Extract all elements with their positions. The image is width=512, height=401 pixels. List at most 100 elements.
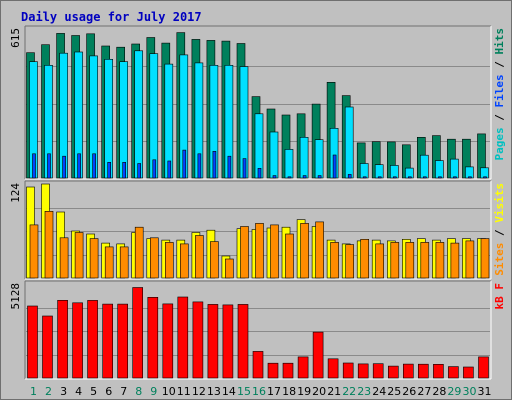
bar-sites — [330, 242, 339, 279]
bar-pages — [468, 176, 472, 179]
x-tick-label: 17 — [267, 385, 281, 398]
bar-sites — [74, 232, 84, 279]
bar-kb-f — [102, 303, 113, 379]
bar-files — [450, 158, 459, 179]
panel-2: 124 Sites / Visits — [9, 180, 506, 280]
bar-group — [26, 32, 489, 179]
bar-sites — [255, 223, 264, 279]
x-tick-label: 27 — [417, 385, 431, 398]
bar-kb-f — [27, 305, 38, 379]
bar-sites — [285, 233, 294, 279]
bar-files — [465, 166, 474, 179]
bar-sites — [240, 226, 249, 279]
bar-pages — [302, 175, 307, 179]
bar-sites — [465, 240, 475, 279]
bar-pages — [422, 176, 427, 179]
legend-entry: Sites — [493, 243, 506, 276]
x-tick-label: 26 — [402, 385, 416, 398]
bar-pages — [392, 176, 397, 179]
bar-kb-f — [177, 296, 189, 379]
bar-files — [374, 164, 384, 179]
x-tick-label: 1 — [30, 385, 37, 398]
bar-pages — [347, 174, 352, 179]
bar-pages — [197, 153, 202, 179]
x-tick-label: 18 — [282, 385, 296, 398]
bar-kb-f — [42, 315, 53, 379]
bar-kb-f — [222, 304, 234, 379]
bar-kb-f — [448, 366, 459, 379]
x-tick-label: 24 — [372, 385, 386, 398]
bar-kb-f — [162, 303, 174, 379]
x-tick-label: 14 — [222, 385, 236, 398]
bar-pages — [32, 153, 36, 179]
legend-separator: / — [493, 108, 506, 128]
bar-kb-f — [72, 302, 83, 379]
bar-sites — [420, 242, 430, 279]
bar-pages — [212, 151, 217, 179]
bar-files — [299, 137, 309, 179]
bar-pages — [152, 159, 157, 179]
bar-pages — [92, 153, 96, 179]
bar-pages — [182, 149, 187, 179]
bar-kb-f — [357, 363, 369, 379]
y-max-label: 124 — [9, 183, 22, 203]
bar-group — [27, 287, 489, 379]
legend-entry: kB F — [493, 283, 506, 310]
bar-sites — [104, 246, 114, 279]
panel-3: 5128 kB F — [9, 280, 506, 380]
legend-separator: / — [493, 223, 506, 243]
bar-pages — [137, 163, 141, 179]
bar-sites — [44, 211, 54, 279]
bar-files — [419, 154, 429, 179]
x-tick-label: 2 — [45, 385, 52, 398]
x-tick-label: 20 — [312, 385, 326, 398]
bar-files — [284, 149, 294, 179]
bar-kb-f — [282, 362, 294, 379]
bar-kb-f — [478, 356, 489, 379]
bar-sites — [59, 237, 69, 279]
bar-sites — [180, 243, 189, 279]
legend-entry: Pages — [493, 127, 506, 160]
bar-sites — [315, 221, 324, 279]
bar-pages — [107, 162, 111, 179]
bar-pages — [272, 175, 277, 179]
bar-files — [104, 58, 113, 179]
bar-pages — [47, 153, 51, 179]
x-tick-label: 30 — [463, 385, 477, 398]
x-tick-label: 28 — [432, 385, 446, 398]
x-tick-label: 11 — [177, 385, 191, 398]
x-tick-label: 3 — [60, 385, 67, 398]
bar-files — [314, 139, 324, 179]
bar-files — [344, 106, 354, 179]
bar-kb-f — [117, 303, 128, 379]
x-tick-label: 15 — [237, 385, 251, 398]
bar-files — [359, 163, 369, 179]
bar-kb-f — [252, 351, 264, 379]
bar-pages — [377, 176, 382, 179]
bar-sites — [150, 237, 159, 279]
bar-pages — [317, 175, 322, 179]
bar-kb-f — [267, 362, 279, 379]
x-axis-labels: 1 2 3 4 5 6 7 8 9 10 11 12 13 14 15 16 17 18 19 20 21 22 23 24 2… — [30, 385, 492, 398]
bar-files — [269, 131, 279, 179]
x-tick-label: 21 — [327, 385, 341, 398]
legend-entry: Visits — [493, 183, 506, 223]
bar-sites — [195, 235, 204, 279]
bar-sites — [345, 244, 355, 279]
bar-files — [149, 53, 159, 179]
x-tick-label: 31 — [478, 385, 492, 398]
legend-separator: / — [493, 55, 506, 75]
y-max-label: 615 — [9, 28, 22, 48]
bar-sites — [480, 238, 490, 279]
x-tick-label: 10 — [162, 385, 176, 398]
bar-pages — [227, 155, 232, 179]
bar-kb-f — [387, 365, 399, 379]
bar-sites — [375, 243, 385, 279]
bar-kb-f — [402, 363, 414, 379]
x-tick-label: 6 — [105, 385, 112, 398]
x-tick-label: 19 — [297, 385, 311, 398]
bar-sites — [210, 241, 219, 279]
bar-sites — [134, 226, 144, 279]
